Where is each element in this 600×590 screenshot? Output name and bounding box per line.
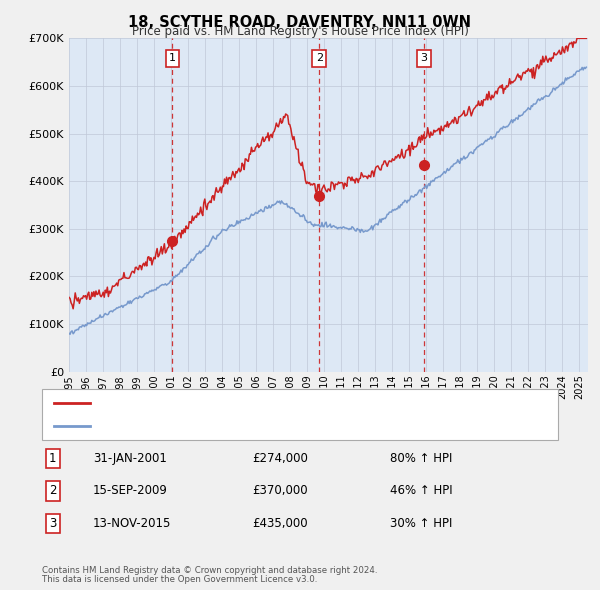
Text: 30% ↑ HPI: 30% ↑ HPI (390, 517, 452, 530)
Text: HPI: Average price, detached house, West Northamptonshire: HPI: Average price, detached house, West… (96, 421, 428, 431)
Text: £370,000: £370,000 (252, 484, 308, 497)
Text: 1: 1 (49, 452, 56, 465)
Text: This data is licensed under the Open Government Licence v3.0.: This data is licensed under the Open Gov… (42, 575, 317, 584)
Text: 15-SEP-2009: 15-SEP-2009 (93, 484, 168, 497)
Text: 31-JAN-2001: 31-JAN-2001 (93, 452, 167, 465)
Text: 13-NOV-2015: 13-NOV-2015 (93, 517, 172, 530)
Text: 80% ↑ HPI: 80% ↑ HPI (390, 452, 452, 465)
Text: £274,000: £274,000 (252, 452, 308, 465)
Text: 18, SCYTHE ROAD, DAVENTRY, NN11 0WN (detached house): 18, SCYTHE ROAD, DAVENTRY, NN11 0WN (det… (96, 398, 425, 408)
Text: 18, SCYTHE ROAD, DAVENTRY, NN11 0WN: 18, SCYTHE ROAD, DAVENTRY, NN11 0WN (128, 15, 472, 30)
Text: 2: 2 (316, 53, 323, 63)
Text: 46% ↑ HPI: 46% ↑ HPI (390, 484, 452, 497)
Text: 2: 2 (49, 484, 56, 497)
Text: 1: 1 (169, 53, 176, 63)
Text: 3: 3 (49, 517, 56, 530)
Text: Price paid vs. HM Land Registry's House Price Index (HPI): Price paid vs. HM Land Registry's House … (131, 25, 469, 38)
Text: Contains HM Land Registry data © Crown copyright and database right 2024.: Contains HM Land Registry data © Crown c… (42, 566, 377, 575)
Text: 3: 3 (421, 53, 428, 63)
Text: £435,000: £435,000 (252, 517, 308, 530)
